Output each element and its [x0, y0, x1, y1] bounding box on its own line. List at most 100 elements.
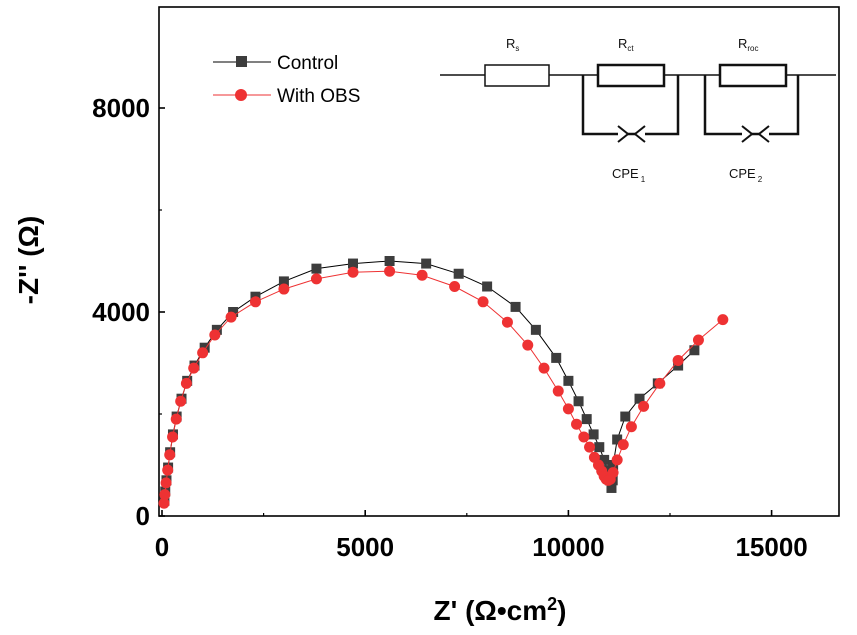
data-point	[599, 454, 610, 465]
data-point	[562, 403, 574, 415]
data-point	[180, 377, 192, 389]
data-point	[573, 396, 584, 407]
data-point	[162, 464, 174, 476]
equivalent-circuit	[440, 63, 836, 143]
x-tick-label: 0	[155, 532, 169, 562]
data-point	[608, 460, 619, 470]
plot-frame	[158, 6, 840, 517]
data-point	[197, 347, 209, 359]
data-point	[510, 301, 521, 312]
data-point	[578, 431, 590, 443]
data-point	[530, 324, 541, 335]
x-tick-label: 15000	[735, 532, 807, 562]
label-cpe1: CPE	[612, 166, 639, 181]
data-point	[551, 352, 562, 363]
x-tick-label: 5000	[336, 532, 394, 562]
label-rct: R	[618, 36, 627, 51]
y-axis: 0 4000 8000	[92, 93, 165, 531]
series-control	[159, 256, 700, 506]
data-point	[347, 266, 359, 278]
series-layer	[158, 256, 729, 509]
data-point	[477, 296, 489, 308]
data-point	[159, 489, 171, 501]
data-point	[278, 283, 290, 295]
data-point	[501, 316, 513, 328]
data-point	[612, 434, 623, 445]
y-tick-label: 8000	[92, 93, 150, 123]
y-tick-label: 4000	[92, 297, 150, 327]
data-point	[158, 497, 170, 509]
data-point	[225, 311, 237, 323]
legend-marker-control	[236, 56, 247, 67]
data-point	[453, 268, 464, 279]
data-point	[594, 442, 605, 453]
legend-label-obs: With OBS	[277, 86, 360, 107]
data-point	[617, 439, 629, 451]
data-point	[606, 482, 617, 493]
data-point	[160, 477, 172, 489]
data-point	[638, 400, 650, 412]
data-point	[170, 413, 182, 425]
data-point	[416, 269, 428, 281]
legend-label-control: Control	[277, 53, 338, 74]
x-tick-label: 10000	[532, 532, 604, 562]
circuit-labels: Rs Rct Rroc CPE 1 CPE 2	[506, 36, 763, 184]
label-cpe2: CPE	[729, 166, 756, 181]
resistor-rs	[484, 64, 550, 87]
data-point	[717, 314, 729, 326]
data-point	[164, 449, 176, 461]
x-axis-title: Z' (Ω•cm2)	[434, 594, 567, 626]
data-point	[421, 258, 432, 269]
data-point	[167, 431, 179, 443]
svg-text:Rct: Rct	[618, 36, 634, 53]
y-axis-title: -Z'' (Ω)	[13, 216, 44, 305]
data-point	[620, 411, 631, 422]
data-point	[588, 429, 599, 440]
series-line	[163, 270, 724, 504]
legend: Control With OBS	[213, 53, 360, 107]
data-point	[552, 385, 564, 397]
data-point	[692, 334, 704, 346]
data-point	[602, 465, 613, 476]
y-tick-label: 0	[136, 501, 150, 531]
data-point	[449, 281, 461, 292]
data-point	[209, 329, 221, 341]
data-point	[584, 441, 596, 453]
data-point	[188, 362, 200, 374]
data-point	[522, 339, 534, 351]
data-point	[611, 454, 623, 466]
data-point	[278, 276, 289, 287]
label-roc: R	[738, 36, 747, 51]
data-point	[634, 393, 645, 404]
cpe2-symbol	[741, 125, 754, 143]
data-point	[571, 418, 583, 430]
data-point	[581, 414, 592, 425]
data-point	[384, 256, 395, 266]
legend-marker-obs	[235, 89, 247, 101]
data-point	[482, 281, 493, 292]
resistor-rct	[596, 63, 666, 88]
series-with-obs	[158, 265, 729, 509]
data-point	[311, 263, 322, 274]
svg-text:Rroc: Rroc	[738, 36, 759, 53]
data-point	[538, 362, 550, 374]
data-point	[625, 421, 637, 433]
data-point	[348, 258, 359, 269]
x-axis: 0 5000 10000 15000	[155, 510, 808, 562]
data-point	[563, 375, 574, 386]
resistor-roc	[718, 63, 788, 88]
data-point	[310, 273, 322, 285]
cpe1-symbol	[617, 125, 630, 143]
data-point	[607, 467, 619, 479]
data-point	[249, 296, 261, 308]
data-point	[175, 395, 187, 407]
data-point	[689, 345, 700, 356]
data-point	[654, 377, 666, 389]
label-rs: R	[506, 36, 515, 51]
data-point	[672, 354, 684, 366]
svg-text:Rs: Rs	[506, 36, 519, 53]
data-point	[384, 265, 396, 277]
